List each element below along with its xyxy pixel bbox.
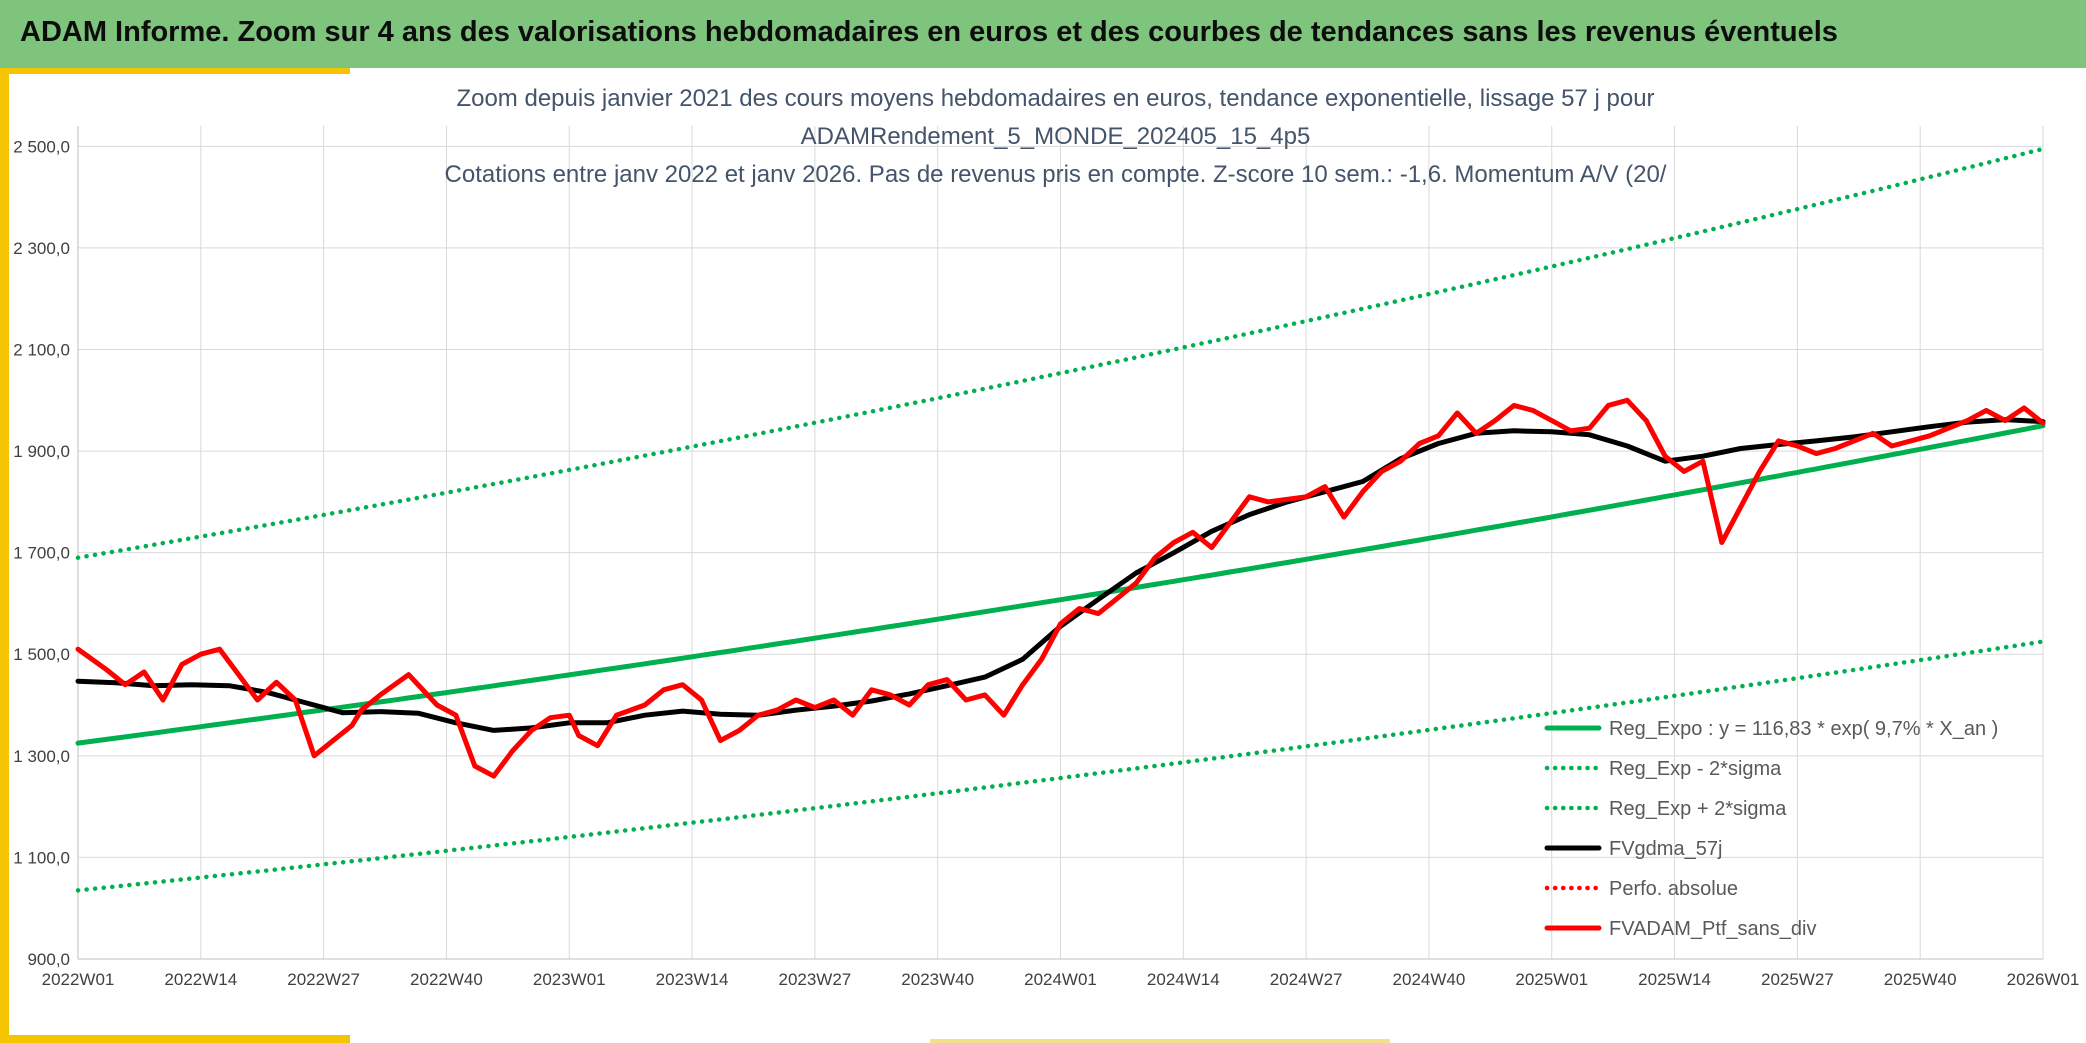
x-tick-label: 2023W27 [778, 970, 851, 989]
chart-title-line: Zoom depuis janvier 2021 des cours moyen… [456, 85, 1654, 112]
series-line-0 [75, 423, 2046, 746]
accent-bar-bottom [0, 1035, 350, 1043]
legend-label: FVADAM_Ptf_sans_div [1609, 918, 1817, 940]
y-tick-label: 2 100,0 [13, 340, 70, 359]
x-tick-label: 2024W40 [1393, 970, 1466, 989]
x-tick-label: 2024W14 [1147, 970, 1220, 989]
accent-bar-bottom-light [930, 1039, 1390, 1043]
y-tick-label: 1 900,0 [13, 442, 70, 461]
y-tick-label: 1 500,0 [13, 645, 70, 664]
title-banner: ADAM Informe. Zoom sur 4 ans des valoris… [0, 0, 2086, 68]
x-tick-label: 2026W01 [2007, 970, 2080, 989]
x-tick-label: 2022W40 [410, 970, 483, 989]
page-title: ADAM Informe. Zoom sur 4 ans des valoris… [20, 16, 1838, 48]
y-tick-label: 2 300,0 [13, 239, 70, 258]
accent-bar-left [0, 68, 9, 1043]
legend-label: Reg_Exp - 2*sigma [1609, 758, 1782, 780]
chart-frame: 900,0 1 100,0 1 300,0 1 500,0 1 700,0 1 900,0… [9, 74, 2086, 1035]
chart-title-line: ADAMRendement_5_MONDE_202405_15_4p5 [801, 123, 1311, 150]
x-tick-label: 2023W40 [901, 970, 974, 989]
chart-title-line: Cotations entre janv 2022 et janv 2026. … [445, 161, 1667, 188]
x-tick-label: 2023W14 [656, 970, 729, 989]
x-tick-label: 2024W27 [1270, 970, 1343, 989]
x-tick-label: 2025W14 [1638, 970, 1711, 989]
x-tick-label: 2025W01 [1515, 970, 1588, 989]
y-tick-label: 2 500,0 [13, 137, 70, 156]
x-tick-label: 2023W01 [533, 970, 606, 989]
x-tick-label: 2025W40 [1884, 970, 1957, 989]
x-tick-label: 2022W01 [42, 970, 115, 989]
series-line-2 [75, 146, 2046, 560]
legend-label: FVgdma_57j [1609, 838, 1722, 860]
x-tick-label: 2025W27 [1761, 970, 1834, 989]
legend-label: Perfo. absolue [1609, 878, 1738, 900]
y-tick-label: 1 700,0 [13, 544, 70, 563]
x-tick-label: 2022W27 [287, 970, 360, 989]
legend-label: Reg_Expo : y = 116,83 * exp( 9,7% * X_an… [1609, 718, 1998, 740]
series-line-5 [75, 397, 2046, 779]
line-chart: 900,0 1 100,0 1 300,0 1 500,0 1 700,0 1 900,0… [13, 85, 2080, 989]
y-tick-label: 900,0 [27, 950, 70, 969]
x-tick-label: 2022W14 [164, 970, 237, 989]
y-tick-label: 1 100,0 [13, 848, 70, 867]
x-tick-label: 2024W01 [1024, 970, 1097, 989]
series-line-1 [75, 639, 2046, 893]
legend-label: Reg_Exp + 2*sigma [1609, 798, 1787, 820]
accent-bar-top [0, 68, 350, 74]
y-tick-label: 1 300,0 [13, 747, 70, 766]
